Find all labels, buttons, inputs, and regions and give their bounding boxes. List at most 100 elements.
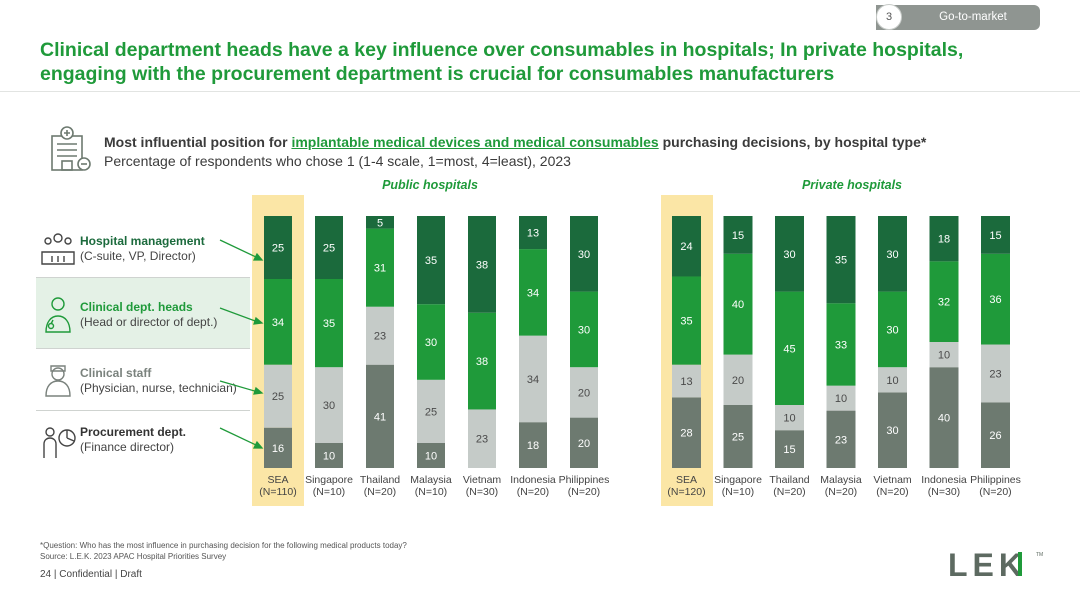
data-label: 25 (732, 432, 744, 444)
bar-segment (878, 392, 907, 468)
bar-segment (417, 442, 445, 468)
bar-segment (878, 216, 907, 292)
data-label: 5 (377, 217, 383, 229)
bar-segment (775, 405, 804, 431)
section-label: Go-to-market (939, 11, 1007, 23)
bar-segment (672, 216, 701, 277)
bar-segment (672, 276, 701, 365)
footnote: *Question: Who has the most influence in… (40, 540, 407, 562)
footnote-question: *Question: Who has the most influence in… (40, 541, 407, 550)
data-label: 23 (835, 434, 847, 446)
category-label: Indonesia (510, 474, 556, 486)
bar-segment (672, 364, 701, 398)
data-label: 34 (272, 317, 284, 329)
data-label: 24 (680, 241, 692, 253)
data-label: 26 (989, 430, 1001, 442)
legend-clinical-heads: Clinical dept. heads (Head or director of… (80, 300, 218, 329)
category-label: Singapore (714, 474, 762, 486)
legend-arrow-head (253, 386, 264, 395)
legend-hospital-management: Hospital management (C-suite, VP, Directo… (80, 234, 205, 263)
sample-size-label: (N=20) (773, 486, 805, 498)
chart-subtitle-detail: Percentage of respondents who chose 1 (1… (104, 153, 571, 169)
section-tag (876, 5, 1040, 30)
sample-size-label: (N=20) (568, 486, 600, 498)
data-label: 20 (578, 438, 590, 450)
data-label: 30 (323, 400, 335, 412)
data-label: 30 (425, 337, 437, 349)
legend-divider (36, 277, 250, 278)
bar-segment (519, 335, 547, 423)
data-label: 16 (272, 443, 284, 455)
bar-segment (775, 216, 804, 292)
bar-segment (315, 442, 343, 468)
data-label: 10 (323, 450, 335, 462)
data-label: 30 (886, 249, 898, 261)
public-hospitals-title: Public hospitals (382, 178, 478, 192)
bar-segment (723, 354, 753, 405)
hospital-management-icon (41, 233, 75, 265)
sample-size-label: (N=30) (928, 486, 960, 498)
sample-size-label: (N=30) (466, 486, 498, 498)
data-label: 31 (374, 263, 386, 275)
data-label: 10 (886, 375, 898, 387)
data-label: 10 (835, 393, 847, 405)
data-label: 41 (374, 411, 386, 423)
bar-segment (929, 367, 959, 468)
bar-segment (366, 306, 394, 365)
legend-highlight-band (36, 278, 250, 348)
highlighted-products: implantable medical devices and medical … (291, 134, 659, 150)
legend-arrow (219, 380, 259, 393)
data-label: 20 (732, 375, 744, 387)
data-label: 20 (578, 387, 590, 399)
data-label: 35 (323, 318, 335, 330)
category-label: Malaysia (820, 474, 862, 486)
sample-size-label: (N=20) (876, 486, 908, 498)
legend-procurement: Procurement dept. (Finance director) (80, 425, 187, 454)
category-label: Vietnam (873, 474, 912, 486)
logo-tm: TM (1036, 552, 1043, 558)
data-label: 25 (272, 243, 284, 255)
category-label: Malaysia (410, 474, 452, 486)
data-label: 30 (578, 249, 590, 261)
title-divider (0, 91, 1080, 92)
bar-segment (723, 405, 753, 468)
bar-segment (366, 364, 394, 468)
bar-segment (826, 216, 856, 304)
bar-segment (570, 291, 598, 368)
data-label: 33 (835, 339, 847, 351)
bar-segment (264, 216, 292, 279)
data-label: 15 (989, 230, 1001, 242)
data-label: 30 (886, 324, 898, 336)
data-label: 34 (527, 287, 539, 299)
legend-arrow (219, 307, 259, 323)
data-label: 28 (680, 428, 692, 440)
legend-arrows (219, 239, 264, 449)
logo-accent (1018, 552, 1022, 576)
bar-segment (826, 385, 856, 411)
category-label: SEA (267, 474, 288, 486)
data-label: 15 (732, 230, 744, 242)
data-label: 30 (886, 425, 898, 437)
data-label: 30 (578, 324, 590, 336)
category-label: Thailand (360, 474, 400, 486)
category-label: Singapore (305, 474, 353, 486)
data-label: 38 (476, 356, 488, 368)
page-number: 24 (40, 569, 52, 580)
category-label: Indonesia (921, 474, 967, 486)
data-label: 25 (272, 391, 284, 403)
data-label: 38 (476, 259, 488, 271)
data-label: 35 (835, 255, 847, 267)
bar-segment (826, 410, 856, 468)
bar-segment (878, 291, 907, 368)
data-label: 10 (938, 350, 950, 362)
bar-segment (826, 303, 856, 386)
data-label: 35 (680, 316, 692, 328)
hospital-icon (51, 126, 91, 171)
legend-arrow (219, 427, 259, 447)
bar-segment (929, 342, 959, 368)
data-label: 23 (374, 331, 386, 343)
data-label: 36 (989, 294, 1001, 306)
bar-segment (468, 216, 496, 313)
legend-arrow-head (253, 316, 264, 325)
